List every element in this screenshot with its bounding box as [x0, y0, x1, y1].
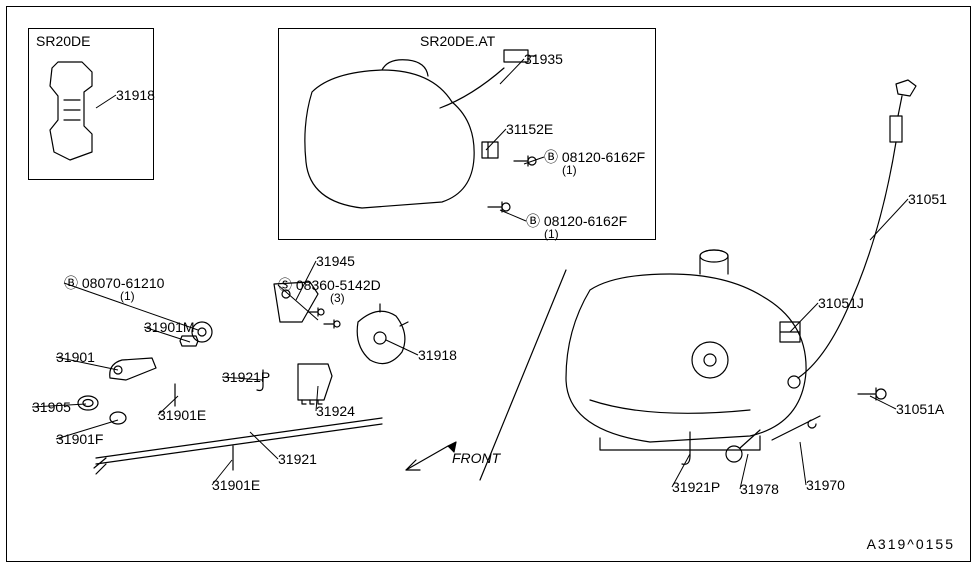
label-08070-qty: (1): [120, 290, 135, 302]
label-31901E-b: 31901E: [212, 478, 260, 492]
label-sr20de-at: SR20DE.AT: [420, 34, 495, 48]
part-inhibitor-31918-lower: [348, 302, 412, 374]
part-pin-31901E-a: [170, 382, 180, 408]
label-31921P-b: 31921P: [672, 480, 720, 494]
part-hook-31921P-b: [678, 430, 702, 470]
label-31901M: 31901M: [144, 320, 195, 334]
label-31921: 31921: [278, 452, 317, 466]
diagram-code: A319^0155: [867, 536, 955, 552]
label-31945: 31945: [316, 254, 355, 268]
label-08120-b: Ⓑ 08120-6162F: [526, 214, 627, 228]
part-detent-31924: [288, 356, 338, 408]
label-08120-a: Ⓑ 08120-6162F: [544, 150, 645, 164]
label-31051: 31051: [908, 192, 947, 206]
front-label: FRONT: [452, 450, 500, 466]
label-31921P-a: 31921P: [222, 370, 270, 384]
part-31918-topleft: [40, 56, 112, 168]
part-bolt-top-a: [512, 152, 540, 170]
label-08120-b-qty: (1): [544, 228, 559, 240]
label-31935: 31935: [524, 52, 563, 66]
label-08120-a-qty: (1): [562, 164, 577, 176]
part-rod-31970: [768, 412, 824, 448]
label-31918-tl: 31918: [116, 88, 155, 102]
label-08360-qty: (3): [330, 292, 345, 304]
label-31901E-a: 31901E: [158, 408, 206, 422]
label-31051J: 31051J: [818, 296, 864, 310]
label-sr20de: SR20DE: [36, 34, 90, 48]
part-clip-31152E: [478, 138, 504, 164]
label-08070: Ⓑ 08070-61210: [64, 276, 164, 290]
part-lever-31978: [720, 424, 764, 468]
label-31901: 31901: [56, 350, 95, 364]
label-31152E: 31152E: [506, 122, 553, 136]
front-arrow: [398, 440, 458, 476]
part-bolt-top-b: [486, 198, 514, 216]
part-lever-31901: [104, 352, 162, 388]
part-bolt-31051A: [856, 384, 890, 404]
label-31970: 31970: [806, 478, 845, 492]
part-transmission-case-top: [292, 52, 502, 222]
label-08360: Ⓢ 08360-5142D: [278, 278, 381, 292]
label-31918-b: 31918: [418, 348, 457, 362]
label-31924: 31924: [316, 404, 355, 418]
part-screws-08360: [304, 304, 348, 334]
label-31901F: 31901F: [56, 432, 103, 446]
label-31051A: 31051A: [896, 402, 944, 416]
label-31978: 31978: [740, 482, 779, 496]
label-31905: 31905: [32, 400, 71, 414]
